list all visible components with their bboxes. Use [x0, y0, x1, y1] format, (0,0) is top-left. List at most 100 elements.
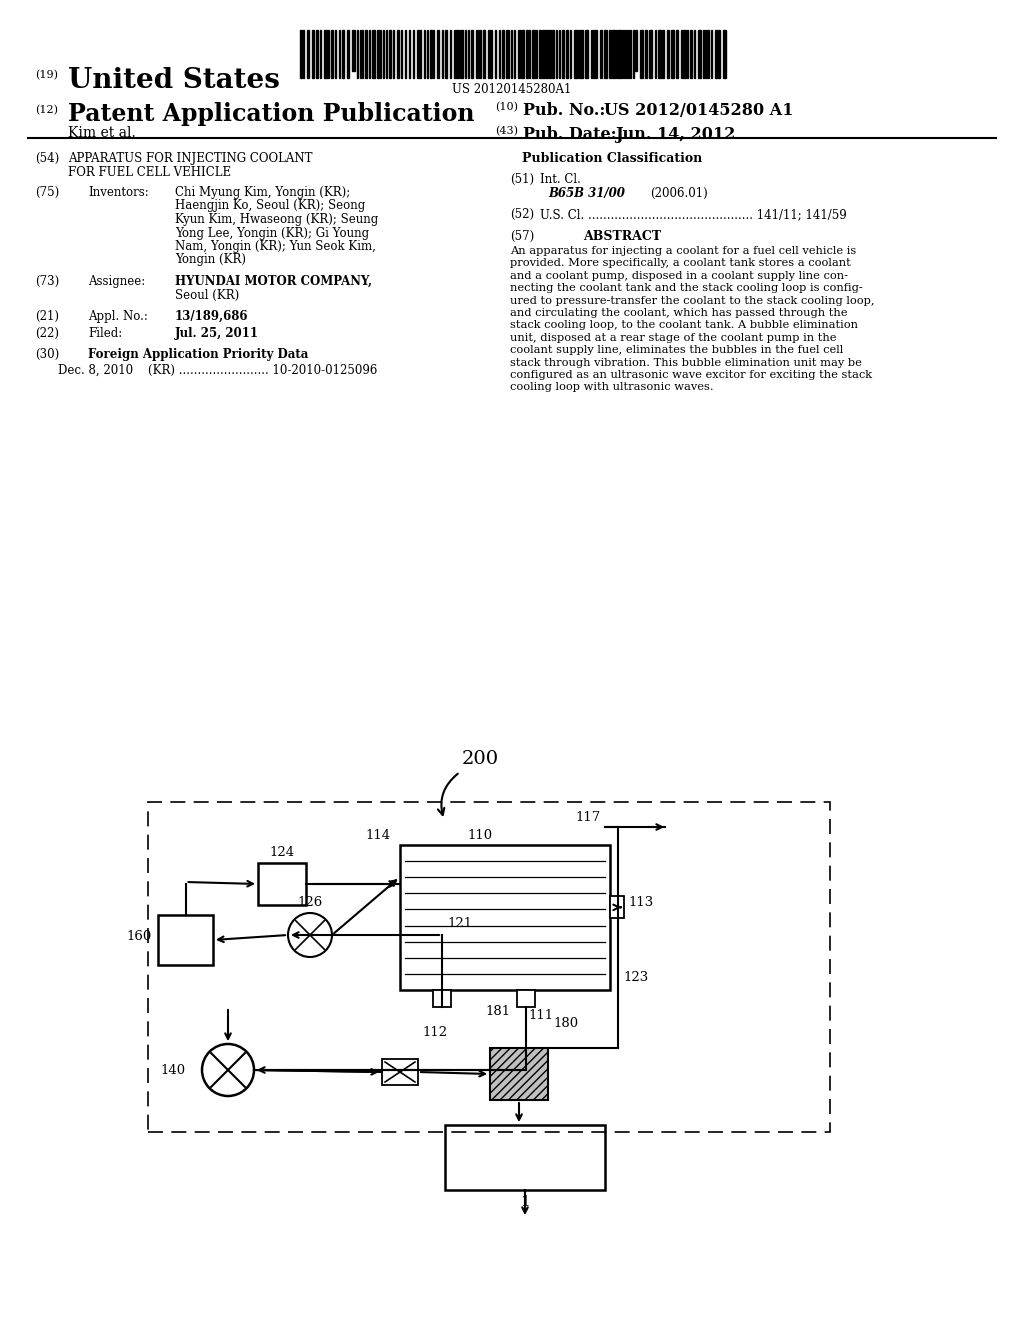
Text: Int. Cl.: Int. Cl. — [540, 173, 581, 186]
Bar — [419, 30, 421, 78]
Text: 110: 110 — [467, 829, 493, 842]
Bar — [580, 30, 583, 78]
Bar — [372, 30, 375, 78]
Text: stack cooling loop, to the coolant tank. A bubble elimination: stack cooling loop, to the coolant tank.… — [510, 321, 858, 330]
Bar — [683, 30, 686, 78]
Text: 117: 117 — [575, 810, 600, 824]
Text: (52): (52) — [510, 209, 535, 220]
Text: Nam, Yongin (KR); Yun Seok Kim,: Nam, Yongin (KR); Yun Seok Kim, — [175, 240, 376, 253]
Text: 181: 181 — [485, 1005, 510, 1018]
Text: Dec. 8, 2010: Dec. 8, 2010 — [58, 364, 133, 378]
Bar — [549, 30, 551, 78]
Text: necting the coolant tank and the stack cooling loop is config-: necting the coolant tank and the stack c… — [510, 284, 863, 293]
Text: 180: 180 — [553, 1016, 579, 1030]
Bar — [382, 1059, 418, 1085]
Bar — [347, 30, 349, 78]
Bar — [437, 30, 439, 78]
Bar — [517, 990, 535, 1007]
Bar — [331, 30, 333, 78]
Text: 124: 124 — [269, 846, 295, 859]
Text: FOR FUEL CELL VEHICLE: FOR FUEL CELL VEHICLE — [68, 166, 231, 180]
Bar — [532, 30, 535, 78]
FancyArrowPatch shape — [438, 774, 458, 814]
Text: Haengjin Ko, Seoul (KR); Seong: Haengjin Ko, Seoul (KR); Seong — [175, 199, 366, 213]
Text: Yongin (KR): Yongin (KR) — [175, 253, 246, 267]
Text: United States: United States — [68, 67, 280, 94]
Text: 111: 111 — [528, 1008, 553, 1022]
Text: and circulating the coolant, which has passed through the: and circulating the coolant, which has p… — [510, 308, 848, 318]
Text: cooling loop with ultrasonic waves.: cooling loop with ultrasonic waves. — [510, 383, 714, 392]
Text: (21): (21) — [35, 310, 59, 323]
Bar — [400, 845, 610, 990]
Text: Chi Myung Kim, Yongin (KR);: Chi Myung Kim, Yongin (KR); — [175, 186, 350, 199]
Text: Publication Classification: Publication Classification — [522, 152, 702, 165]
Bar — [312, 30, 314, 78]
Text: US 20120145280A1: US 20120145280A1 — [453, 83, 571, 96]
Bar — [593, 30, 595, 78]
Text: Patent Application Publication: Patent Application Publication — [68, 102, 474, 125]
Text: Pub. No.:: Pub. No.: — [523, 102, 605, 119]
Bar — [562, 30, 564, 78]
Bar — [600, 30, 602, 78]
Bar — [502, 30, 504, 78]
Bar — [490, 1048, 548, 1100]
Text: Jun. 14, 2012: Jun. 14, 2012 — [615, 125, 735, 143]
Text: Jul. 25, 2011: Jul. 25, 2011 — [175, 327, 259, 341]
Bar — [461, 30, 463, 78]
Bar — [316, 30, 318, 78]
Bar — [258, 863, 306, 906]
Text: Kim et al.: Kim et al. — [68, 125, 136, 140]
Text: U.S. Cl. ............................................ 141/11; 141/59: U.S. Cl. ...............................… — [540, 209, 847, 220]
Bar — [342, 30, 344, 78]
Bar — [671, 30, 674, 78]
Text: ABSTRACT: ABSTRACT — [583, 230, 662, 243]
Bar — [300, 30, 302, 78]
Text: (75): (75) — [35, 186, 59, 199]
Bar — [658, 30, 662, 78]
Bar — [649, 30, 652, 78]
Text: 13/189,686: 13/189,686 — [175, 310, 249, 323]
Text: Appl. No.:: Appl. No.: — [88, 310, 147, 323]
Text: (19): (19) — [35, 70, 58, 81]
Text: 114: 114 — [366, 829, 390, 842]
Bar — [546, 30, 548, 78]
Text: Seoul (KR): Seoul (KR) — [175, 289, 240, 302]
Bar — [433, 990, 451, 1007]
Bar — [389, 30, 391, 78]
Text: unit, disposed at a rear stage of the coolant pump in the: unit, disposed at a rear stage of the co… — [510, 333, 837, 343]
Bar — [542, 30, 545, 78]
Bar — [148, 803, 830, 1133]
Bar — [612, 30, 615, 78]
Bar — [707, 30, 709, 78]
Bar — [604, 30, 607, 78]
Text: (12): (12) — [35, 106, 58, 115]
Bar — [585, 30, 588, 78]
Bar — [723, 30, 726, 78]
Bar — [690, 30, 692, 78]
Text: Foreign Application Priority Data: Foreign Application Priority Data — [88, 348, 308, 360]
Text: (30): (30) — [35, 348, 59, 360]
Text: APPARATUS FOR INJECTING COOLANT: APPARATUS FOR INJECTING COOLANT — [68, 152, 312, 165]
Bar — [552, 30, 554, 78]
Text: (57): (57) — [510, 230, 535, 243]
Bar — [526, 30, 528, 78]
Bar — [490, 30, 492, 78]
Bar — [307, 30, 309, 78]
Text: stack through vibration. This bubble elimination unit may be: stack through vibration. This bubble eli… — [510, 358, 862, 367]
Bar — [365, 30, 367, 78]
Text: (22): (22) — [35, 327, 59, 341]
Bar — [640, 30, 643, 78]
Text: configured as an ultrasonic wave excitor for exciting the stack: configured as an ultrasonic wave excitor… — [510, 370, 872, 380]
Text: Filed:: Filed: — [88, 327, 122, 341]
Bar — [676, 30, 678, 78]
Bar — [158, 915, 213, 965]
Text: 200: 200 — [462, 750, 499, 768]
Bar — [522, 30, 524, 78]
Bar — [635, 30, 637, 71]
Bar — [718, 30, 720, 78]
Text: coolant supply line, eliminates the bubbles in the fuel cell: coolant supply line, eliminates the bubb… — [510, 346, 843, 355]
Text: 1: 1 — [520, 1195, 529, 1209]
Bar — [471, 30, 473, 78]
Text: (73): (73) — [35, 275, 59, 288]
Bar — [456, 30, 458, 78]
